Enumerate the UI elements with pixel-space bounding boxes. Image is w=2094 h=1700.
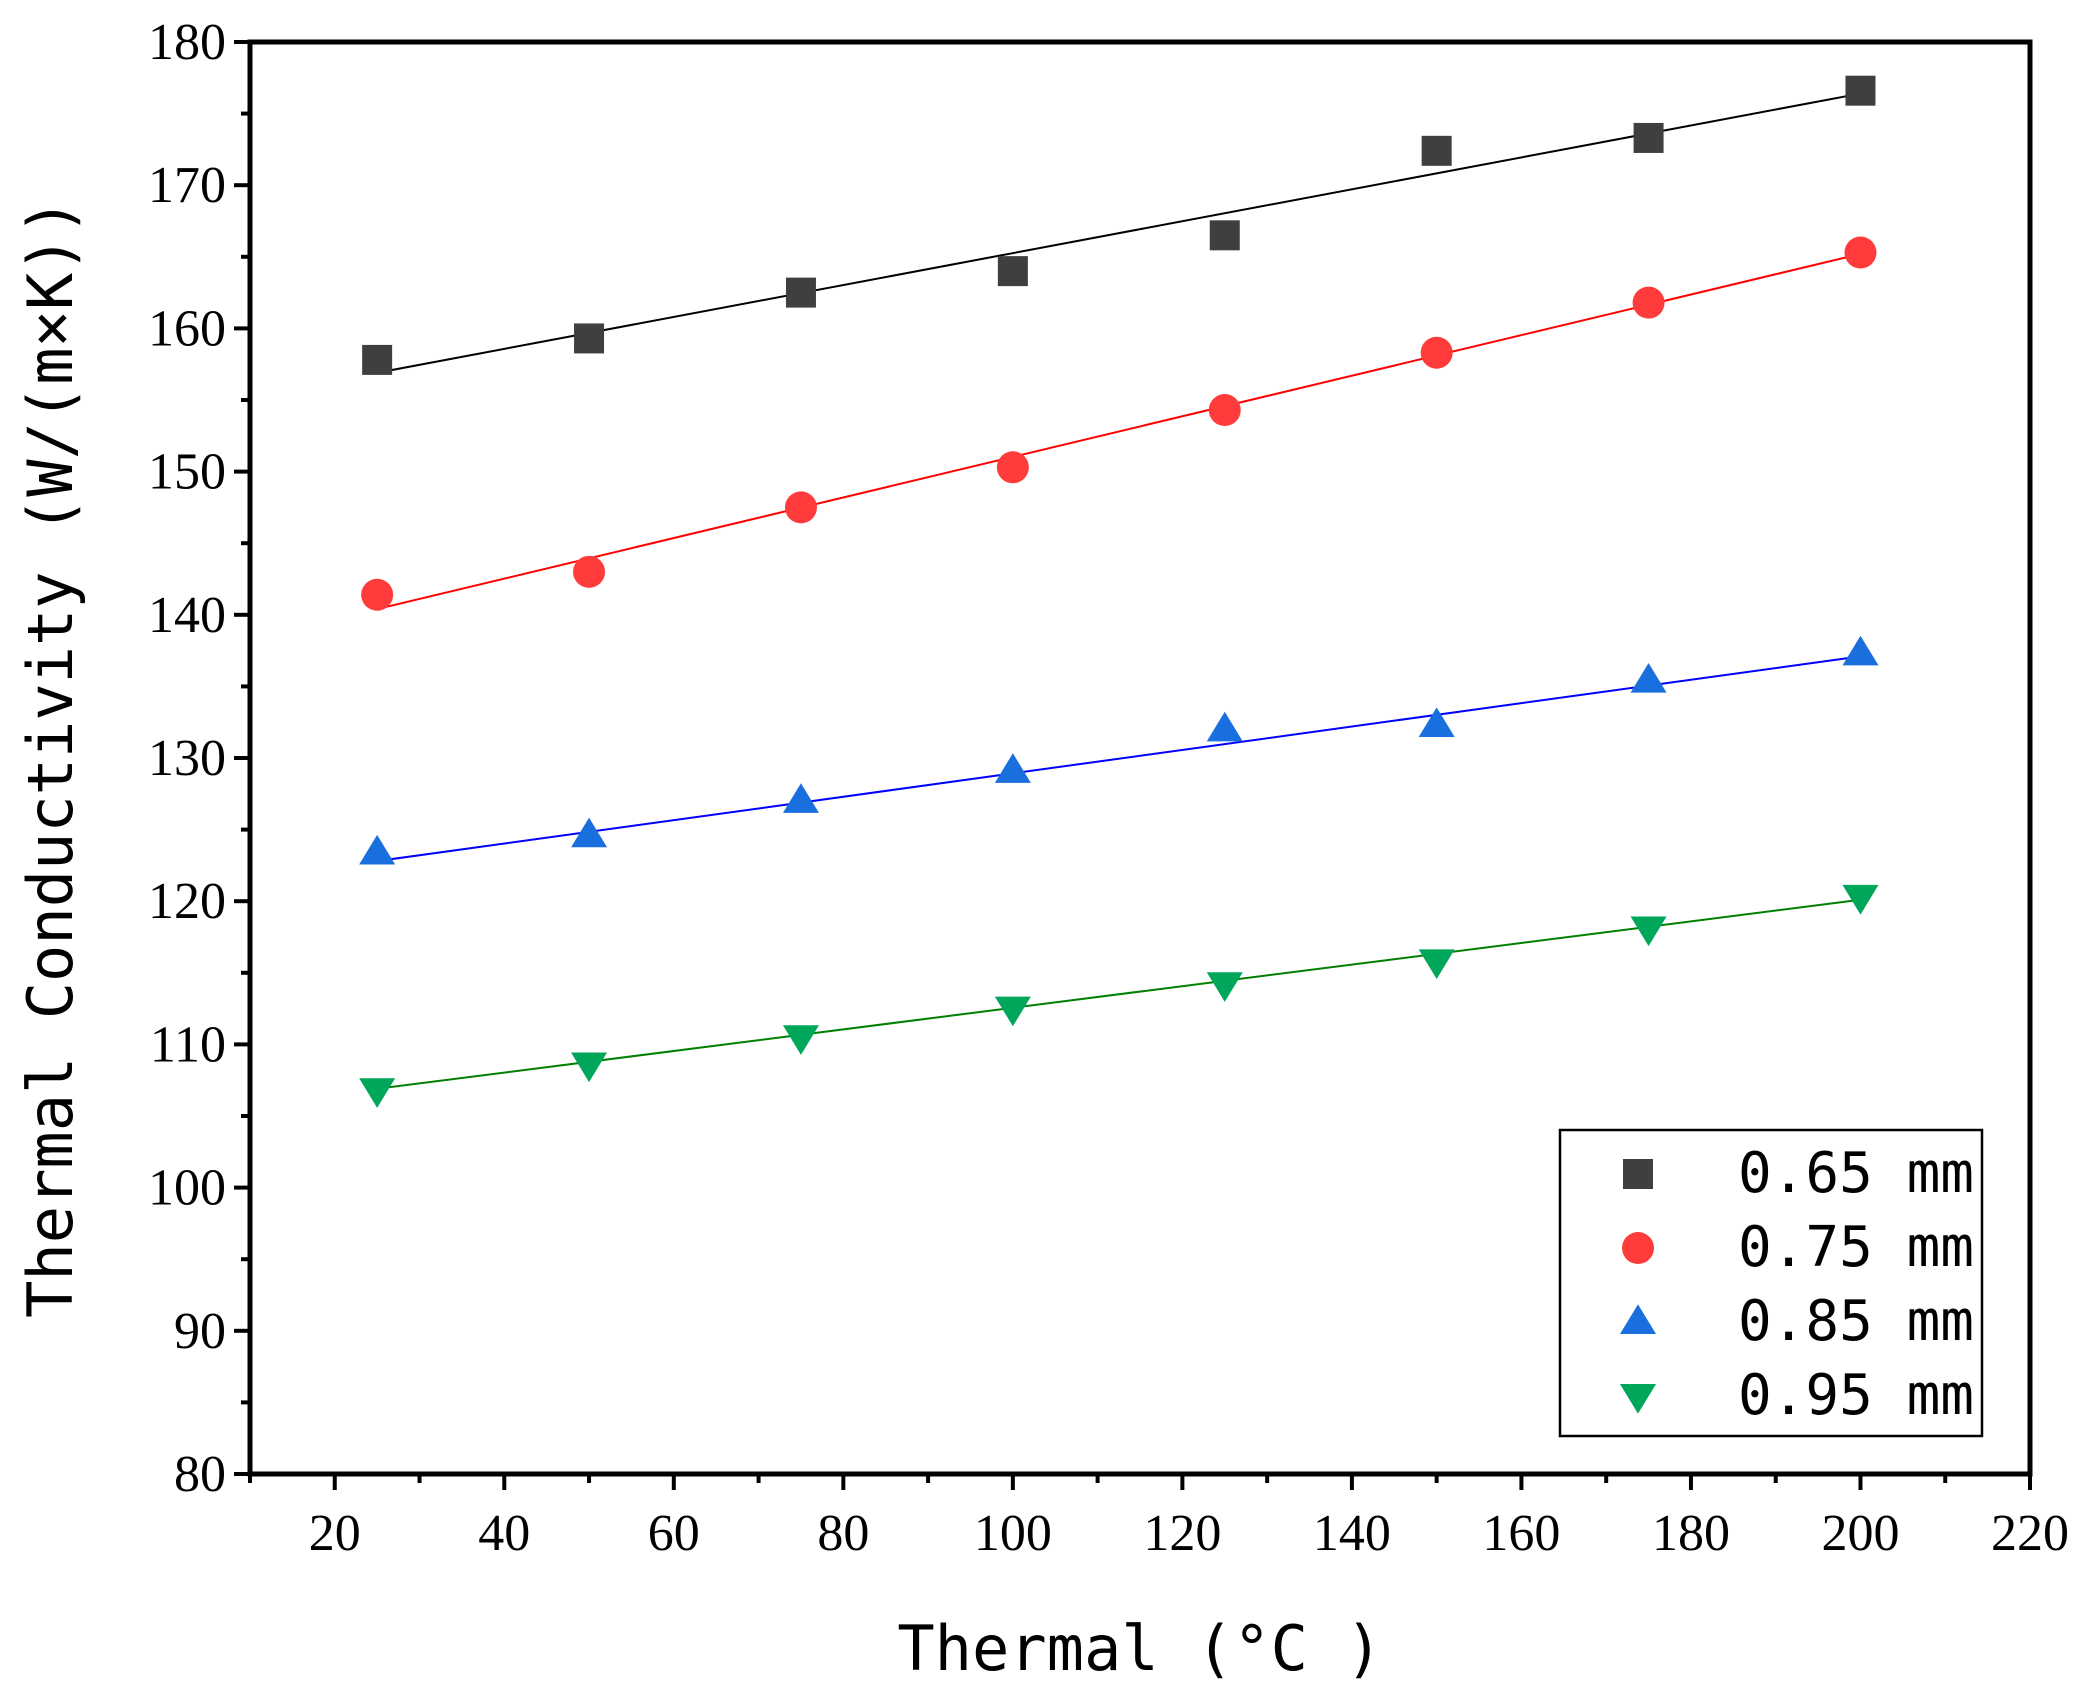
y-tick-label: 140 [148,587,226,644]
x-tick-label: 100 [974,1505,1052,1562]
x-tick-label: 200 [1821,1505,1899,1562]
data-point [1209,220,1240,251]
y-tick-label: 150 [148,444,226,501]
data-point [1421,135,1452,166]
data-point [1206,711,1243,742]
x-tick-label: 120 [1143,1505,1221,1562]
data-point [359,1078,396,1108]
data-point [1420,336,1453,369]
y-axis-title: Thermal Conductivity (W/(m×K)) [14,198,87,1318]
legend-label: 0.95 mm [1738,1363,1974,1428]
data-point [1418,949,1455,980]
x-tick-label: 220 [1991,1505,2069,1562]
y-tick-label: 170 [148,157,226,214]
fit-lines [376,92,1861,1090]
data-point [362,344,393,375]
data-point [1208,394,1241,427]
y-tick-label: 90 [174,1303,226,1360]
x-tick-label: 80 [817,1505,869,1562]
y-axis-ticks: 80 90 100 110 120 130 140 150 160 170 180 [148,14,250,1503]
x-axis-ticks: 20 40 60 80 100 120 140 160 180 200 220 [248,1474,2069,1562]
y-tick-label: 120 [148,873,226,930]
data-point [571,1052,608,1083]
data-point [784,491,817,524]
y-tick-label: 180 [148,14,226,71]
fit-line [377,655,1861,863]
data-point [997,256,1028,287]
legend-marker [1620,1304,1656,1334]
data-point [1630,916,1667,947]
x-tick-label: 160 [1482,1505,1560,1562]
legend-label: 0.65 mm [1738,1141,1974,1206]
data-point [1206,972,1243,1002]
legend-label: 0.85 mm [1738,1289,1974,1354]
x-axis-title: Thermal (°C ) [897,1612,1382,1685]
x-tick-label: 40 [478,1505,530,1562]
y-tick-label: 160 [148,300,226,357]
fit-line [376,92,1861,374]
x-tick-label: 60 [648,1505,700,1562]
data-point [1418,707,1455,738]
data-point [785,277,816,308]
data-point [1633,122,1664,153]
data-point [994,996,1031,1027]
legend-label: 0.75 mm [1738,1215,1974,1280]
data-point [1845,75,1876,106]
data-point [1632,286,1665,319]
data-markers [359,75,1879,1108]
data-point [782,783,819,813]
legend-marker [1620,1384,1656,1414]
x-tick-label: 180 [1652,1505,1730,1562]
data-point [573,555,606,588]
y-tick-label: 130 [148,730,226,787]
data-point [1842,635,1879,666]
y-tick-label: 100 [148,1160,226,1217]
data-point [1844,236,1877,269]
x-tick-label: 20 [309,1505,361,1562]
data-point [994,753,1031,783]
y-tick-label: 80 [174,1446,226,1503]
data-point [361,578,394,611]
legend: 0.65 mm 0.75 mm 0.85 mm 0.95 mm [1558,1128,1984,1438]
data-point [1842,884,1879,915]
fit-line [376,252,1861,611]
legend-items: 0.65 mm 0.75 mm 0.85 mm 0.95 mm [1620,1141,1974,1428]
data-point [996,451,1029,484]
fit-line [377,898,1861,1090]
data-point [782,1025,819,1055]
data-point [571,817,608,848]
legend-marker [1622,1232,1654,1264]
data-point [1630,663,1667,693]
data-point [574,323,605,354]
x-tick-label: 140 [1313,1505,1391,1562]
y-tick-label: 110 [150,1016,226,1073]
legend-marker [1623,1159,1653,1189]
data-point [359,834,396,865]
